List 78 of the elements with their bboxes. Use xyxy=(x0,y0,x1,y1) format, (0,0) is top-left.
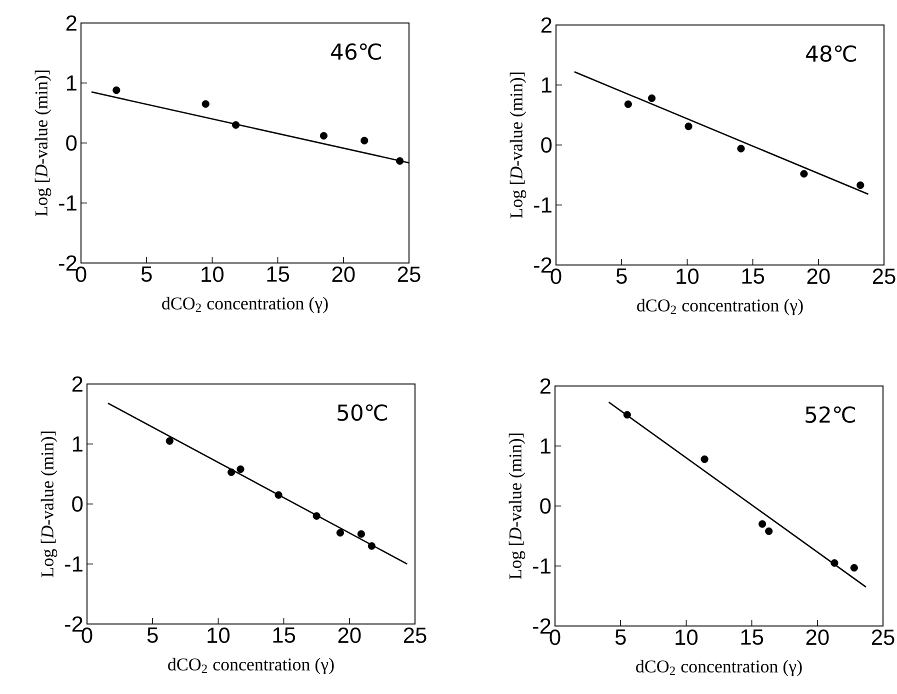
y-tick-label: 0 xyxy=(540,498,551,514)
x-tick-label: 15 xyxy=(742,268,764,284)
point xyxy=(357,530,366,538)
point xyxy=(202,100,210,108)
y-tick-label: 0 xyxy=(72,496,83,512)
y-axis-title: Log [D-value (min)] xyxy=(510,72,526,218)
point xyxy=(648,94,656,102)
point xyxy=(396,157,404,165)
y-tick-label: 2 xyxy=(66,15,76,31)
y-tick-label: 0 xyxy=(66,135,77,151)
y-tick-label: -1 xyxy=(64,556,82,572)
y-tick-label: 1 xyxy=(66,75,76,91)
y-tick-label: -1 xyxy=(532,558,550,574)
y-axis-title: Log [D-value (min)] xyxy=(34,70,52,216)
y-tick-label: 1 xyxy=(540,438,550,454)
x-tick-label: 20 xyxy=(338,628,361,644)
y-axis-title: Log [D-value (min)] xyxy=(40,432,58,578)
y-tick-label: 0 xyxy=(541,137,552,153)
x-tick-label: 10 xyxy=(208,628,230,644)
y-axis-title: Log [D-value (min)] xyxy=(508,434,526,580)
x-tick-label: 25 xyxy=(404,628,426,644)
point xyxy=(166,437,174,445)
x-tick-label: 15 xyxy=(267,266,290,282)
point xyxy=(856,181,864,189)
point xyxy=(232,121,240,129)
point xyxy=(830,559,838,567)
point xyxy=(850,564,858,572)
point xyxy=(800,170,808,178)
point xyxy=(623,411,631,419)
y-tick-label: -2 xyxy=(534,257,552,273)
point xyxy=(737,144,745,152)
x-tick-label: 5 xyxy=(616,268,627,284)
point xyxy=(336,529,344,537)
annotation: 52℃ xyxy=(806,406,855,423)
x-tick-label: 20 xyxy=(332,266,355,282)
annotation: 50℃ xyxy=(338,404,387,421)
point xyxy=(274,491,282,499)
point xyxy=(112,86,120,94)
point xyxy=(700,455,708,463)
point xyxy=(228,468,236,476)
y-tick-label: 2 xyxy=(72,376,82,392)
point xyxy=(765,527,773,535)
point xyxy=(758,520,766,528)
x-axis-title: dCO$_{2}$ concentration (γ) xyxy=(637,298,803,316)
x-tick-label: 20 xyxy=(806,630,829,646)
x-tick-label: 15 xyxy=(741,630,764,645)
y-tick-label: -1 xyxy=(534,197,552,213)
point xyxy=(624,100,632,108)
x-tick-label: 15 xyxy=(273,628,296,643)
annotation: 48℃ xyxy=(806,45,856,62)
x-tick-label: 5 xyxy=(147,628,158,643)
point xyxy=(320,132,328,140)
x-axis-title: dCO$_{2}$ concentration (γ) xyxy=(162,296,328,314)
y-tick-label: 1 xyxy=(72,436,82,452)
x-tick-label: 25 xyxy=(872,630,894,646)
x-tick-label: 5 xyxy=(141,266,152,282)
point xyxy=(360,136,368,144)
x-tick-label: 5 xyxy=(615,630,626,645)
x-axis-title: dCO$_{2}$ concentration (γ) xyxy=(168,658,334,674)
x-tick-label: 25 xyxy=(398,266,420,282)
x-tick-label: 10 xyxy=(202,266,224,282)
y-tick-label: -2 xyxy=(64,616,82,632)
x-tick-label: 20 xyxy=(807,268,830,284)
y-tick-label: 2 xyxy=(540,378,550,394)
point xyxy=(368,542,376,550)
y-tick-label: 1 xyxy=(542,77,552,93)
y-tick-label: -1 xyxy=(58,195,76,211)
x-tick-label: 10 xyxy=(676,268,699,284)
x-tick-label: 25 xyxy=(872,268,896,284)
point xyxy=(236,465,244,473)
x-axis-title: dCO$_{2}$ concentration (γ) xyxy=(636,660,802,676)
y-tick-label: -2 xyxy=(532,618,550,634)
y-tick-label: 2 xyxy=(541,17,552,33)
point xyxy=(312,512,320,520)
annotation: 46℃ xyxy=(331,43,381,60)
point xyxy=(684,122,692,130)
y-tick-label: -2 xyxy=(58,255,76,271)
x-tick-label: 10 xyxy=(676,630,698,646)
